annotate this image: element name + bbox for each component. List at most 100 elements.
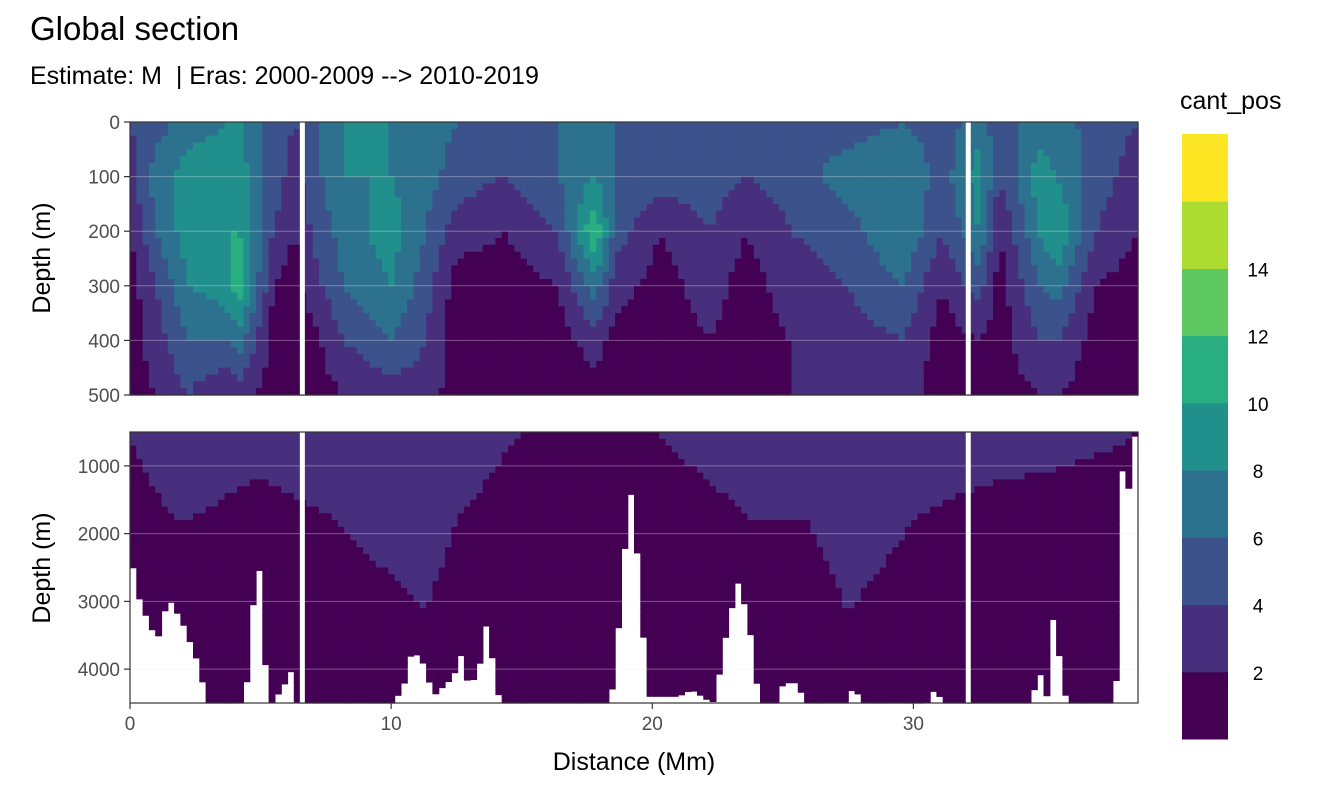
heatmap-cell: [161, 333, 169, 341]
heatmap-cell: [602, 183, 610, 191]
heatmap-cell: [608, 388, 616, 396]
heatmap-cell: [382, 306, 389, 314]
heatmap-cell: [596, 176, 604, 185]
heatmap-cell: [684, 374, 692, 382]
heatmap-cell: [350, 176, 358, 185]
heatmap-cell: [816, 169, 824, 178]
heatmap-cell: [571, 217, 578, 225]
heatmap-cell: [697, 197, 704, 205]
heatmap-cell: [193, 292, 200, 301]
heatmap-cell: [476, 224, 484, 232]
heatmap-cell: [205, 272, 213, 280]
heatmap-cell: [571, 272, 578, 280]
heatmap-cell: [237, 258, 244, 266]
heatmap-cell: [526, 360, 534, 369]
heatmap-cell: [445, 190, 452, 198]
heatmap-cell: [130, 224, 137, 232]
heatmap-cell: [911, 183, 919, 191]
heatmap-cell: [715, 169, 723, 178]
heatmap-cell: [262, 238, 270, 246]
heatmap-cell: [136, 128, 144, 137]
heatmap-cell: [848, 367, 856, 376]
heatmap-cell: [879, 367, 887, 376]
heatmap-cell: [432, 285, 440, 294]
heatmap-cell: [400, 360, 408, 369]
heatmap-cell: [319, 292, 326, 301]
heatmap-cell: [879, 258, 887, 266]
heatmap-cell: [186, 251, 194, 260]
heatmap-cell: [218, 224, 226, 232]
heatmap-cell: [615, 360, 622, 369]
heatmap-cell: [337, 231, 345, 239]
heatmap-cell: [753, 306, 761, 314]
heatmap-cell: [867, 251, 874, 260]
heatmap-cell: [766, 292, 774, 301]
heatmap-cell: [199, 278, 207, 287]
heatmap-cell: [432, 292, 440, 301]
heatmap-cell: [407, 244, 415, 253]
heatmap-cell: [218, 210, 226, 219]
heatmap-cell: [703, 142, 711, 150]
heatmap-cell: [583, 381, 591, 389]
heatmap-cell: [596, 142, 604, 150]
heatmap-cell: [274, 251, 282, 260]
heatmap-cell: [646, 197, 654, 205]
heatmap-cell: [262, 381, 270, 389]
heatmap-cell: [747, 354, 755, 362]
heatmap-cell: [659, 231, 667, 239]
heatmap-cell: [155, 340, 163, 348]
heatmap-cell: [482, 354, 490, 362]
heatmap-cell: [155, 374, 163, 382]
heatmap-cell: [325, 313, 333, 321]
heatmap-cell: [256, 251, 263, 260]
heatmap-cell: [652, 224, 660, 232]
heatmap-cell: [873, 313, 881, 321]
heatmap-cell: [268, 319, 276, 328]
heatmap-cell: [709, 388, 717, 396]
heatmap-cell: [892, 169, 900, 178]
heatmap-cell: [753, 381, 761, 389]
heatmap-cell: [577, 197, 585, 205]
heatmap-cell: [495, 285, 503, 294]
heatmap-cell: [816, 135, 824, 144]
heatmap-cell: [892, 197, 900, 205]
heatmap-cell: [495, 354, 503, 362]
heatmap-cell: [438, 224, 446, 232]
heatmap-cell: [375, 306, 383, 314]
heatmap-cell: [451, 176, 459, 185]
heatmap-cell: [174, 197, 181, 205]
heatmap-cell: [495, 306, 503, 314]
heatmap-cell: [634, 299, 641, 307]
heatmap-cell: [904, 299, 912, 307]
heatmap-cell: [829, 251, 837, 260]
heatmap-cell: [136, 381, 144, 389]
heatmap-cell: [564, 333, 572, 341]
heatmap-cell: [268, 278, 276, 287]
heatmap-cell: [394, 299, 402, 307]
heatmap-cell: [482, 203, 490, 212]
heatmap-cell: [331, 156, 339, 164]
heatmap-cell: [785, 340, 793, 348]
heatmap-cell: [205, 278, 213, 287]
heatmap-cell: [489, 278, 496, 287]
heatmap-cell: [382, 190, 389, 198]
heatmap-cell: [224, 367, 232, 376]
heatmap-cell: [545, 244, 553, 253]
heatmap-cell: [835, 306, 843, 314]
heatmap-cell: [148, 313, 156, 321]
heatmap-cell: [690, 217, 698, 225]
heatmap-cell: [867, 169, 874, 178]
heatmap-cell: [230, 251, 238, 260]
heatmap-cell: [249, 319, 257, 328]
heatmap-cell: [760, 197, 767, 205]
heatmap-cell: [728, 238, 736, 246]
heatmap-cell: [161, 135, 169, 144]
heatmap-cell: [281, 360, 289, 369]
heatmap-cell: [375, 354, 383, 362]
heatmap-cell: [867, 292, 874, 301]
heatmap-cell: [312, 333, 320, 341]
heatmap-cell: [652, 319, 660, 328]
heatmap-cell: [482, 238, 490, 246]
heatmap-cell: [262, 299, 270, 307]
heatmap-cell: [476, 217, 484, 225]
